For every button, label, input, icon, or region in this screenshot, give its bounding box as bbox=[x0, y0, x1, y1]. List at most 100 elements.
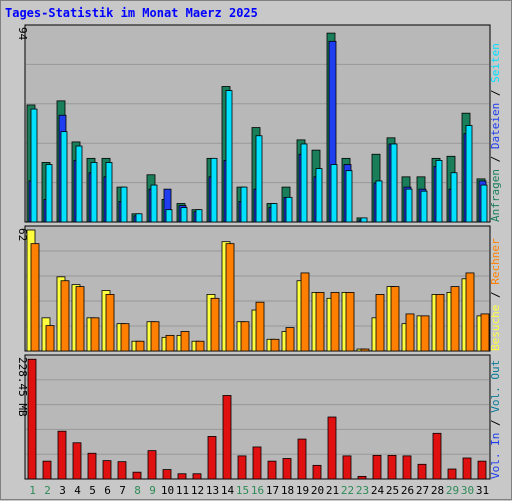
x-tick-label-day-13: 13 bbox=[206, 484, 219, 497]
x-tick-label-day-3: 3 bbox=[59, 484, 66, 497]
x-tick-label-day-27: 27 bbox=[416, 484, 429, 497]
bar-hits-seiten-day-25 bbox=[390, 143, 398, 223]
bar-visits-rechner-day-27 bbox=[420, 315, 430, 352]
x-tick-label-day-18: 18 bbox=[281, 484, 294, 497]
x-tick-label-day-21: 21 bbox=[326, 484, 339, 497]
bar-visits-rechner-day-24 bbox=[375, 294, 385, 352]
bar-visits-rechner-day-16 bbox=[255, 301, 265, 352]
legend-text-hits: Anfragen / Dateien / Seiten bbox=[489, 43, 502, 222]
bar-hits-seiten-day-18 bbox=[285, 196, 293, 223]
bar-visits-rechner-day-11 bbox=[180, 331, 190, 352]
x-tick-label-day-2: 2 bbox=[44, 484, 51, 497]
bar-hits-seiten-day-12 bbox=[195, 209, 203, 223]
bar-volume-volume-day-25 bbox=[387, 454, 397, 480]
bar-volume-volume-day-22 bbox=[342, 455, 352, 480]
bar-volume-volume-day-26 bbox=[402, 455, 412, 480]
bar-volume-volume-day-8 bbox=[132, 471, 142, 480]
x-tick-label-day-30: 30 bbox=[461, 484, 474, 497]
x-tick-label-day-31: 31 bbox=[476, 484, 489, 497]
x-tick-label-day-11: 11 bbox=[176, 484, 189, 497]
legend-item-dateien: Dateien bbox=[489, 103, 502, 149]
x-tick-label-day-25: 25 bbox=[386, 484, 399, 497]
bar-volume-volume-day-15 bbox=[237, 455, 247, 480]
bar-hits-seiten-day-16 bbox=[255, 135, 263, 223]
bar-visits-rechner-day-6 bbox=[105, 294, 115, 352]
bar-visits-rechner-day-25 bbox=[390, 286, 400, 352]
x-tick-label-day-24: 24 bbox=[371, 484, 385, 497]
bar-visits-rechner-day-21 bbox=[330, 292, 340, 352]
legend-text-volume: Vol. In / Vol. Out bbox=[489, 360, 502, 479]
bar-visits-rechner-day-12 bbox=[195, 340, 205, 352]
bar-volume-volume-day-1 bbox=[27, 358, 37, 480]
x-tick-label-day-9: 9 bbox=[149, 484, 156, 497]
bar-hits-seiten-day-29 bbox=[450, 172, 458, 223]
x-tick-label-day-6: 6 bbox=[104, 484, 111, 497]
legend-item-vol-in: Vol. In bbox=[489, 433, 502, 479]
legend-separator: / bbox=[489, 83, 502, 103]
chart-title: Tages-Statistik im Monat Maerz 2025 bbox=[5, 6, 258, 20]
bar-volume-volume-day-10 bbox=[162, 469, 172, 480]
x-tick-label-day-26: 26 bbox=[401, 484, 414, 497]
bar-volume-volume-day-13 bbox=[207, 436, 217, 480]
bar-visits-rechner-day-23 bbox=[360, 348, 370, 352]
legend-visits: Besuche / Rechner bbox=[489, 238, 502, 351]
bar-visits-rechner-day-30 bbox=[465, 272, 475, 352]
bar-hits-seiten-day-3 bbox=[60, 131, 68, 223]
bar-visits-rechner-day-26 bbox=[405, 313, 415, 352]
bar-visits-rechner-day-5 bbox=[90, 317, 100, 352]
bar-visits-rechner-day-2 bbox=[45, 325, 55, 352]
bar-volume-volume-day-28 bbox=[432, 432, 442, 480]
legend-volume: Vol. In / Vol. Out bbox=[489, 360, 502, 479]
bar-hits-seiten-day-26 bbox=[405, 188, 413, 223]
x-tick-label-day-14: 14 bbox=[221, 484, 235, 497]
bar-volume-volume-day-6 bbox=[102, 460, 112, 480]
bar-visits-rechner-day-20 bbox=[315, 292, 325, 352]
bar-visits-rechner-day-17 bbox=[270, 338, 280, 352]
x-tick-label-day-4: 4 bbox=[74, 484, 81, 497]
bar-volume-volume-day-4 bbox=[72, 442, 82, 480]
bar-visits-rechner-day-14 bbox=[225, 243, 235, 352]
bar-volume-volume-day-11 bbox=[177, 473, 187, 480]
bar-hits-seiten-day-15 bbox=[240, 186, 248, 223]
bar-visits-rechner-day-28 bbox=[435, 294, 445, 352]
bar-hits-seiten-day-7 bbox=[120, 186, 128, 223]
bar-volume-volume-day-31 bbox=[477, 460, 487, 480]
bar-volume-volume-day-18 bbox=[282, 458, 292, 480]
bar-volume-volume-day-2 bbox=[42, 460, 52, 480]
x-tick-label-day-28: 28 bbox=[431, 484, 444, 497]
bar-volume-volume-day-9 bbox=[147, 450, 157, 480]
legend-item-seiten: Seiten bbox=[489, 43, 502, 83]
bar-volume-volume-day-29 bbox=[447, 468, 457, 480]
bar-volume-volume-day-23 bbox=[357, 475, 367, 480]
bar-visits-rechner-day-4 bbox=[75, 286, 85, 352]
bar-hits-seiten-day-19 bbox=[300, 143, 308, 223]
bar-visits-rechner-day-10 bbox=[165, 334, 175, 352]
x-tick-label-day-16: 16 bbox=[251, 484, 264, 497]
bar-visits-rechner-day-7 bbox=[120, 323, 130, 352]
x-tick-label-day-19: 19 bbox=[296, 484, 309, 497]
legend-separator: / bbox=[489, 149, 502, 169]
bar-volume-volume-day-17 bbox=[267, 460, 277, 480]
bar-volume-volume-day-30 bbox=[462, 457, 472, 480]
bar-hits-seiten-day-23 bbox=[360, 217, 368, 223]
x-tick-label-day-29: 29 bbox=[446, 484, 459, 497]
bar-hits-seiten-day-1 bbox=[30, 108, 38, 223]
x-tick-label-day-22: 22 bbox=[341, 484, 354, 497]
bar-hits-seiten-day-10 bbox=[165, 209, 173, 223]
x-tick-label-day-7: 7 bbox=[119, 484, 126, 497]
bar-volume-volume-day-3 bbox=[57, 430, 67, 480]
bar-visits-rechner-day-29 bbox=[450, 286, 460, 352]
bar-visits-rechner-day-15 bbox=[240, 321, 250, 352]
bar-volume-volume-day-7 bbox=[117, 461, 127, 480]
bar-hits-seiten-day-6 bbox=[105, 162, 113, 223]
bar-visits-rechner-day-13 bbox=[210, 297, 220, 352]
bar-volume-volume-day-16 bbox=[252, 446, 262, 480]
bar-volume-volume-day-24 bbox=[372, 454, 382, 480]
legend-item-anfragen: Anfragen bbox=[489, 169, 502, 222]
max-label-visits: 62 bbox=[16, 228, 29, 241]
x-tick-label-day-23: 23 bbox=[356, 484, 369, 497]
x-tick-label-day-12: 12 bbox=[191, 484, 204, 497]
